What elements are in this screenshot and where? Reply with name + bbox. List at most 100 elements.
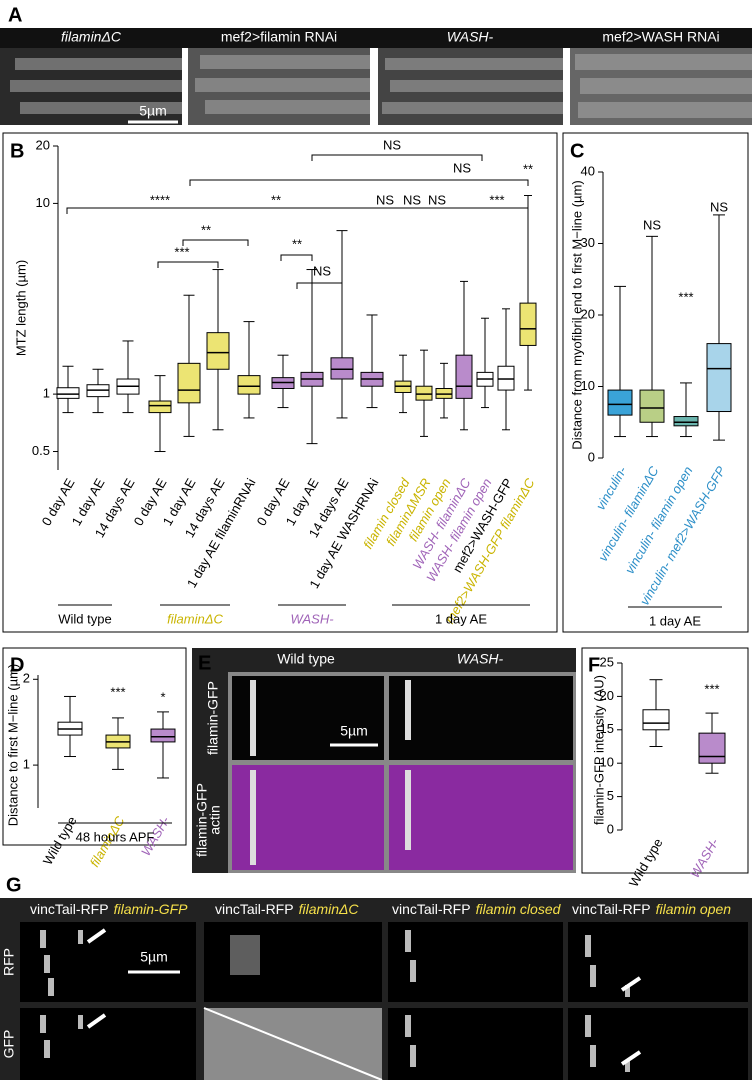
group-label: filaminΔC	[167, 611, 223, 626]
y-tick-label: 20	[36, 137, 50, 152]
panel-a	[0, 28, 752, 125]
y-tick-label: 20	[600, 688, 614, 703]
column-label: vincTail-RFP filamin-GFP	[30, 901, 188, 917]
significance: **	[523, 161, 533, 176]
box	[642, 709, 670, 731]
y-tick-label: 1	[23, 757, 30, 772]
significance: **	[201, 222, 211, 237]
scale-label: 5µm	[139, 103, 167, 119]
y-axis-label: Distance to first M−line (µm)	[5, 664, 20, 826]
panel-letter: E	[198, 652, 211, 674]
label-prefix: vincTail-RFP	[215, 901, 294, 917]
panel-letter: G	[6, 874, 22, 896]
box	[56, 387, 80, 399]
filamin-signal	[250, 680, 411, 865]
panel-frame	[2, 132, 558, 633]
panel-e	[192, 648, 576, 873]
significance: NS	[453, 160, 471, 175]
bracket	[157, 261, 219, 268]
box	[673, 416, 699, 427]
panel-g	[0, 898, 752, 1081]
significance: ****	[150, 192, 170, 207]
micrograph	[389, 676, 573, 760]
y-tick-label: 0	[588, 449, 595, 464]
signal	[40, 930, 630, 1072]
bracket	[66, 207, 529, 214]
column-label: vincTail-RFP filamin open	[572, 901, 731, 917]
image-label: WASH-	[447, 29, 494, 45]
micrograph	[388, 1008, 563, 1080]
group-label: 1 day AE	[435, 611, 487, 626]
micrograph	[568, 1008, 748, 1080]
column-label: Wild type	[277, 651, 335, 667]
box	[237, 375, 261, 395]
x-tick-label: vinculin- filaminΔC	[595, 463, 662, 564]
label-genotype: filamin open	[656, 901, 732, 917]
y-tick-label: 25	[600, 654, 614, 669]
image-label: mef2>WASH RNAi	[602, 29, 719, 45]
significance: ***	[174, 244, 189, 259]
significance: NS	[313, 263, 331, 278]
strike	[203, 1007, 383, 1081]
box	[206, 332, 230, 370]
y-tick-label: 20	[581, 306, 595, 321]
micrograph	[232, 765, 384, 870]
label-prefix: vincTail-RFP	[30, 901, 109, 917]
label-prefix: vincTail-RFP	[572, 901, 651, 917]
row-label: filamin-GFP	[194, 783, 210, 857]
micrograph	[389, 765, 573, 870]
significance: ***	[489, 192, 504, 207]
y-tick-label: 10	[581, 378, 595, 393]
panel-frame	[581, 647, 749, 874]
y-tick-label: 15	[600, 721, 614, 736]
box	[330, 357, 354, 380]
y-tick-label: 0	[607, 821, 614, 836]
panel-letter: C	[570, 140, 584, 162]
significance: NS	[403, 192, 421, 207]
significance: **	[292, 236, 302, 251]
image-label: mef2>filamin RNAi	[221, 29, 337, 45]
box	[607, 389, 633, 416]
significance: NS	[376, 192, 394, 207]
box	[706, 343, 732, 413]
micrograph	[568, 922, 748, 1002]
y-tick-label: 10	[600, 755, 614, 770]
y-axis-label: filamin-GFP intensity (AU)	[591, 675, 606, 825]
significance: NS	[710, 199, 728, 214]
row-label: RFP	[1, 948, 17, 976]
significance: ***	[110, 684, 125, 699]
x-tick-label: Wild type	[626, 836, 666, 890]
significance: **	[271, 192, 281, 207]
row-label: GFP	[1, 1030, 17, 1059]
significance: NS	[428, 192, 446, 207]
x-tick-label: WASH-	[687, 835, 722, 880]
header-bar	[0, 28, 752, 48]
image-label: filaminΔC	[61, 29, 122, 45]
y-axis-label: MTZ length (µm)	[13, 260, 28, 356]
column-label: vincTail-RFP filamin closed	[392, 901, 562, 917]
row-label: filamin-GFP	[205, 681, 221, 755]
x-tick-label: Wild type	[40, 814, 80, 868]
scale-label: 5µm	[340, 723, 368, 739]
bracket	[311, 154, 483, 161]
arrow	[86, 928, 642, 1066]
box	[148, 400, 172, 414]
bracket	[189, 179, 529, 186]
y-tick-label: 10	[36, 195, 50, 210]
y-tick-label: 40	[581, 163, 595, 178]
group-label: 48 hours APF	[76, 829, 155, 844]
row-label: actin	[207, 805, 223, 835]
box	[519, 302, 537, 346]
bracket	[296, 282, 343, 289]
significance: NS	[643, 217, 661, 232]
box	[177, 362, 201, 404]
panel-letter: D	[10, 654, 24, 676]
significance: NS	[383, 137, 401, 152]
y-tick-label: 2	[23, 671, 30, 686]
box	[698, 732, 726, 764]
label-genotype: filamin closed	[476, 901, 562, 917]
micrograph	[388, 922, 563, 1002]
group-label: WASH-	[290, 611, 334, 626]
panel-frame	[562, 132, 749, 633]
